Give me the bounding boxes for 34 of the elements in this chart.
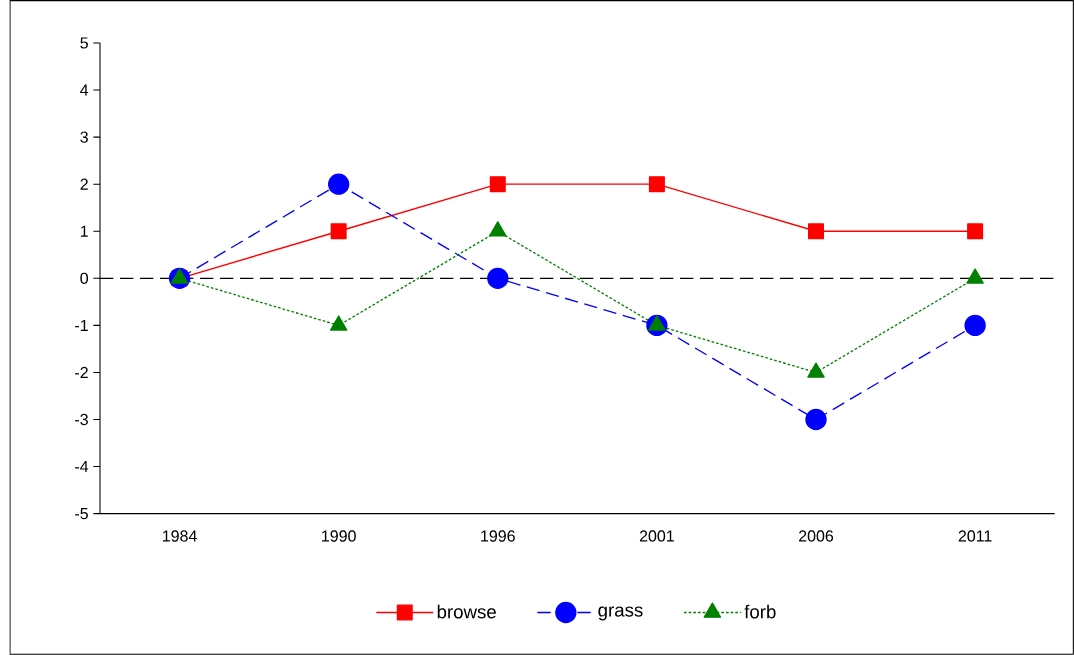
point [648,315,666,331]
y-tick-label: 5 [80,37,88,49]
point [805,408,827,431]
point [964,314,986,337]
point [648,176,665,193]
point [808,223,825,240]
x-tick-label: 2006 [799,530,834,542]
x-tick-label: 1990 [322,530,356,542]
y-tick-label: 3 [80,131,88,143]
y-tick-label: -4 [75,461,89,473]
y-tick-label: -2 [75,366,88,379]
legend-label: grass [598,606,643,621]
y-tick-label: -3 [75,413,88,426]
y-tick-label: -1 [75,319,88,331]
y-tick-label: -5 [75,508,88,520]
y-tick-label: 1 [80,225,88,237]
point [328,173,350,195]
point [329,315,348,331]
point [967,223,984,240]
y-tick-label: 2 [80,178,88,190]
legend-label: forb [744,604,776,619]
point [489,221,507,237]
point [487,267,509,289]
y-tick-label: 0 [80,272,89,284]
point [489,176,506,193]
x-tick-label: 1984 [162,530,197,542]
point [966,268,984,284]
point [807,362,825,378]
point [330,223,347,240]
x-tick-label: 1996 [481,530,515,542]
y-tick-label: 4 [80,84,89,96]
x-tick-label: 2001 [639,530,674,542]
legend-label: browse [437,604,496,619]
x-tick-label: 2011 [958,530,992,542]
